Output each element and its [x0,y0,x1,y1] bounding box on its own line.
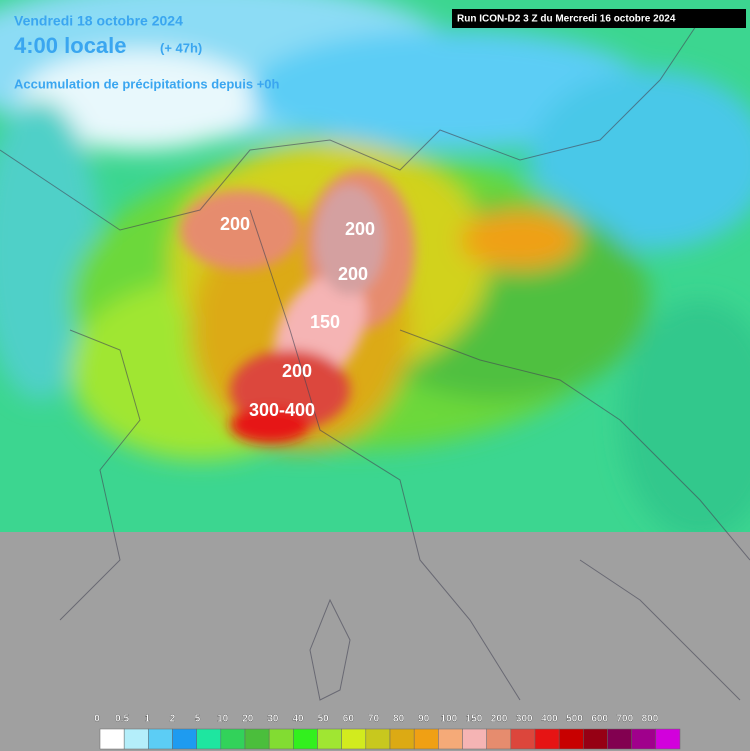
legend-swatch [317,728,342,750]
legend-label: 0 [94,714,100,725]
lead-time: (+ 47h) [160,40,202,55]
legend-label: 500 [566,714,583,725]
legend-swatch [148,728,173,750]
rain-annotation: 200 [282,361,312,381]
legend-swatch [123,728,149,750]
legend-swatch [510,728,536,750]
legend-swatch [558,728,584,750]
map-subtitle: Accumulation de précipitations depuis +0… [14,76,280,91]
forecast-time: 4:00 locale [14,33,127,58]
legend-label: 40 [293,714,305,725]
legend-label: 800 [642,714,659,725]
legend-swatch [341,728,367,750]
rain-annotation: 200 [220,214,250,234]
legend-swatch [607,728,632,750]
legend-label: 30 [267,714,279,725]
legend-label: 90 [418,714,430,725]
legend-label: 100 [441,714,458,725]
legend-label: 20 [242,714,254,725]
legend-swatch [583,728,608,750]
legend-swatch [244,728,270,750]
legend-label: 50 [318,714,330,725]
legend-swatch [268,728,294,750]
legend-label: 200 [491,714,508,725]
legend-swatch [389,728,415,750]
legend-swatch [413,728,439,750]
legend-swatch [631,728,657,750]
legend-swatch [293,728,318,750]
rain-annotation: 200 [345,219,375,239]
annotations: 200 200 200 150 200 300-400 [220,214,375,420]
legend-label: 5 [195,714,201,725]
legend-label: 700 [616,714,633,725]
legend-label: 0.5 [115,714,129,725]
legend-swatch [655,728,681,750]
legend-label: 70 [368,714,380,725]
legend-label: 80 [393,714,405,725]
legend-swatch [438,728,463,750]
legend-swatch [534,728,560,750]
rain-annotation: 150 [310,312,340,332]
legend-swatch [99,728,125,750]
forecast-date: Vendredi 18 octobre 2024 [14,13,183,29]
legend-swatch [220,728,246,750]
rain-annotation: 300-400 [249,400,315,420]
legend: 0 0.5 1 2 5 10 20 30 40 50 60 70 80 90 100 150 200 300 400… [94,713,681,750]
legend-swatch [365,728,391,750]
legend-label: 60 [343,714,355,725]
legend-label: 300 [516,714,533,725]
legend-swatch [172,728,197,750]
legend-label: 600 [591,714,608,725]
legend-swatch [486,728,512,750]
run-label: Run ICON-D2 3 Z du Mercredi 16 octobre 2… [457,14,676,25]
run-banner [452,9,746,28]
legend-label: 10 [217,714,229,725]
legend-swatch [462,728,487,750]
legend-label: 1 [144,714,150,725]
legend-label: 2 [170,714,176,725]
legend-swatch [196,728,222,750]
rain-annotation: 200 [338,264,368,284]
legend-label: 400 [541,714,558,725]
legend-label: 150 [466,714,483,725]
